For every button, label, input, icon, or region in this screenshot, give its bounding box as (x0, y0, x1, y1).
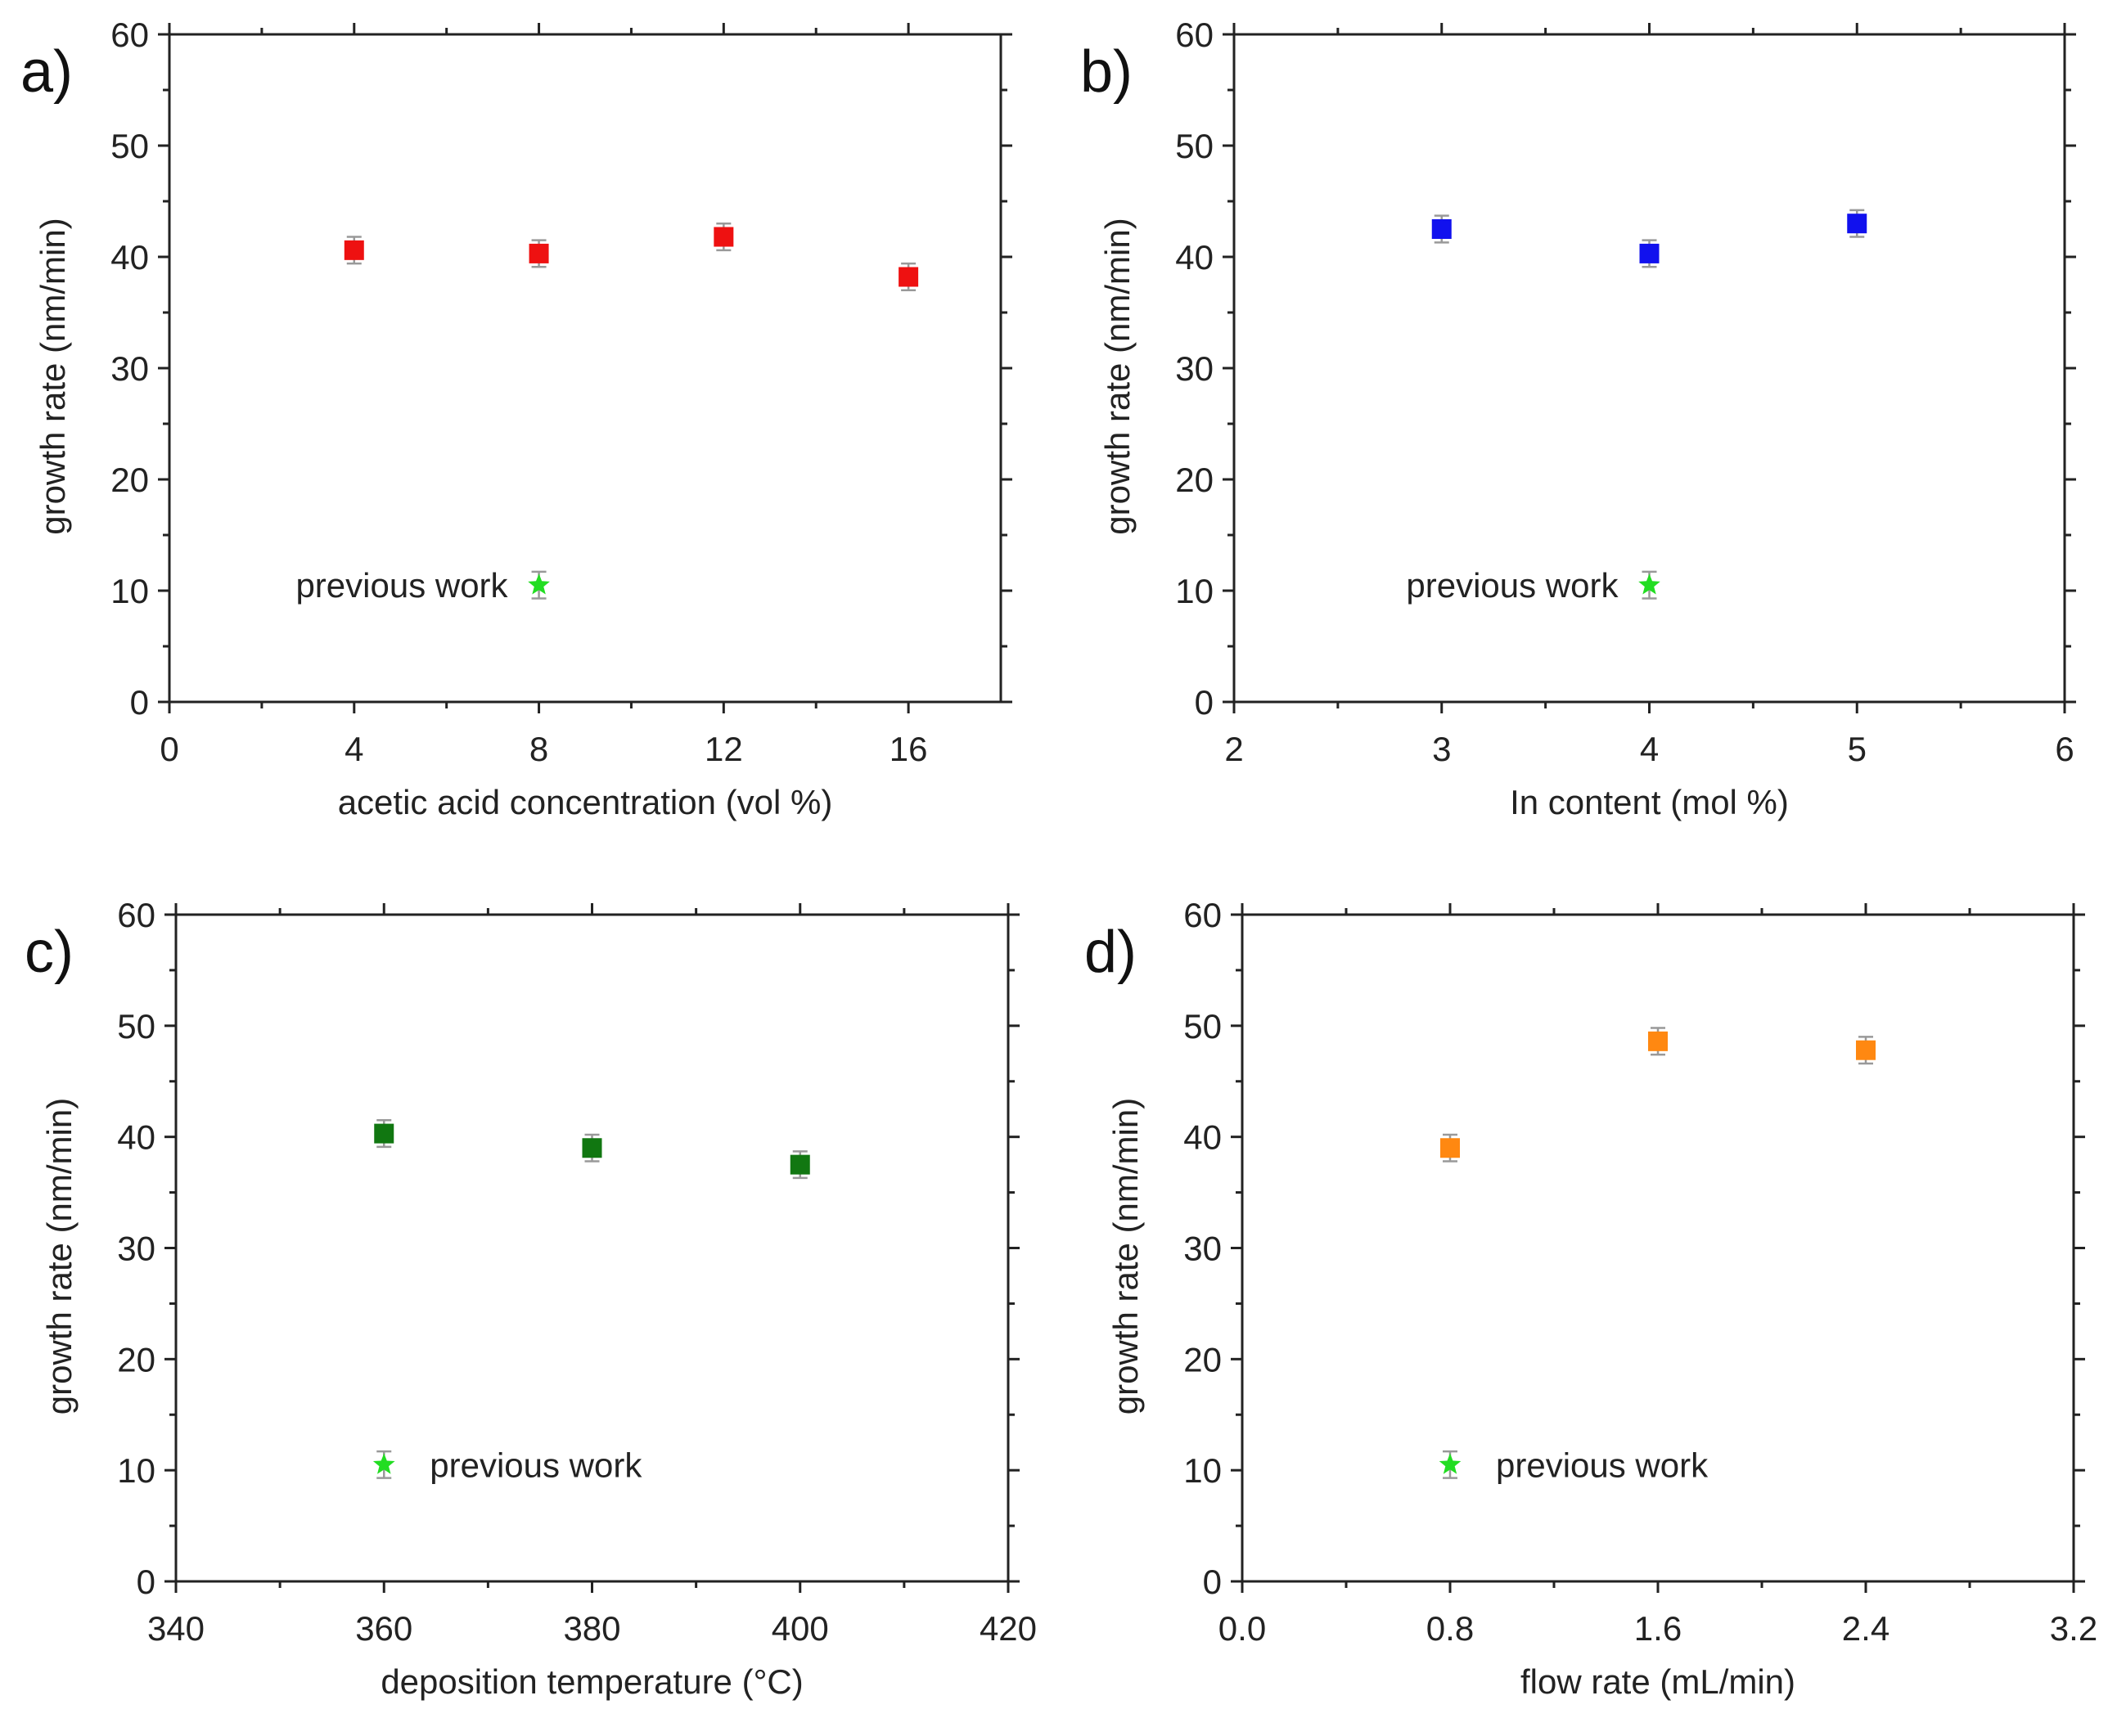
x-tick-label: 3.2 (2050, 1609, 2097, 1648)
y-tick-label: 30 (117, 1230, 155, 1268)
chart-panel-a: a) 0 4 8 12 16 0 10 20 30 40 50 60 acetic acid concen… (20, 16, 1012, 821)
y-tick-label: 20 (1175, 461, 1214, 499)
y-tick-label: 0 (137, 1563, 155, 1601)
x-axis-title: In content (mol %) (1510, 783, 1789, 821)
x-tick-label: 16 (890, 730, 928, 768)
x-axis-title: deposition temperature (°C) (381, 1662, 803, 1701)
data-point-square (1856, 1040, 1876, 1060)
data-point-square (529, 243, 549, 263)
x-tick-label: 2 (1224, 730, 1243, 768)
series-this-work (374, 1119, 810, 1180)
data-point-star (528, 573, 550, 595)
y-tick-label: 30 (1183, 1230, 1222, 1268)
data-point-square (344, 240, 364, 260)
data-point-star (1439, 1453, 1462, 1474)
data-point-square (899, 267, 919, 287)
y-tick-label: 0 (130, 683, 149, 722)
series-previous-work (528, 570, 550, 600)
y-tick-label: 60 (1175, 16, 1214, 54)
x-tick-label: 0 (160, 730, 178, 768)
panel-label: c) (25, 920, 74, 985)
x-tick-label: 360 (355, 1609, 412, 1648)
y-tick-label: 50 (110, 127, 149, 165)
x-tick-label: 0.8 (1426, 1609, 1474, 1648)
panel-label: b) (1080, 39, 1133, 105)
x-tick-label: 3 (1432, 730, 1451, 768)
y-tick-label: 0 (1195, 683, 1214, 722)
y-tick-label: 60 (110, 16, 149, 54)
y-tick-label: 20 (110, 461, 149, 499)
x-tick-label: 0.0 (1218, 1609, 1266, 1648)
previous-work-label: previous work (295, 566, 508, 605)
y-tick-label: 60 (1183, 896, 1222, 934)
panel-label: d) (1084, 920, 1137, 985)
x-tick-label: 340 (147, 1609, 205, 1648)
series-this-work (1431, 209, 1867, 268)
series-this-work (344, 222, 919, 292)
series-previous-work (1638, 570, 1660, 600)
y-axis-title: growth rate (nm/min) (34, 218, 72, 534)
x-axis-title: flow rate (mL/min) (1520, 1662, 1795, 1701)
y-axis-title: growth rate (nm/min) (40, 1098, 79, 1414)
previous-work-label: previous work (1406, 566, 1619, 605)
plot-frame (168, 33, 1002, 704)
previous-work-label: previous work (1496, 1446, 1709, 1484)
x-tick-label: 2.4 (1842, 1609, 1890, 1648)
chart-panel-d: d) 0.0 0.8 1.6 2.4 3.2 0 10 20 30 40 50 60 flow rate … (1084, 896, 2097, 1701)
y-tick-label: 30 (110, 349, 149, 388)
series-this-work (1440, 1027, 1876, 1163)
series-previous-work (372, 1450, 395, 1479)
y-tick-label: 10 (1183, 1451, 1222, 1490)
x-tick-label: 8 (529, 730, 548, 768)
panel-label: a) (20, 39, 73, 105)
data-point-square (1648, 1031, 1668, 1051)
y-tick-label: 40 (1175, 238, 1214, 277)
x-tick-label: 4 (345, 730, 363, 768)
y-tick-label: 40 (1183, 1118, 1222, 1157)
data-point-square (374, 1123, 394, 1144)
data-point-square (790, 1154, 810, 1175)
x-tick-label: 420 (980, 1609, 1037, 1648)
data-point-star (1638, 573, 1660, 595)
x-axis-title: acetic acid concentration (vol %) (338, 783, 833, 821)
data-point-square (1431, 219, 1452, 239)
data-point-square (1639, 243, 1660, 263)
y-tick-label: 30 (1175, 349, 1214, 388)
x-tick-label: 380 (563, 1609, 620, 1648)
data-point-star (372, 1453, 395, 1474)
plot-frame (1232, 33, 2066, 704)
y-tick-label: 10 (1175, 572, 1214, 610)
y-tick-label: 40 (110, 238, 149, 277)
y-axis-title: growth rate (nm/min) (1106, 1098, 1145, 1414)
x-tick-label: 12 (705, 730, 743, 768)
y-tick-label: 40 (117, 1118, 155, 1157)
x-tick-label: 6 (2055, 730, 2074, 768)
series-previous-work (1439, 1450, 1462, 1479)
y-tick-label: 50 (117, 1007, 155, 1046)
y-tick-label: 0 (1203, 1563, 1222, 1601)
data-point-square (1847, 214, 1867, 234)
y-tick-label: 50 (1183, 1007, 1222, 1046)
y-tick-label: 10 (110, 572, 149, 610)
y-tick-label: 20 (117, 1340, 155, 1378)
y-tick-label: 60 (117, 896, 155, 934)
y-tick-label: 20 (1183, 1340, 1222, 1378)
x-tick-label: 400 (772, 1609, 829, 1648)
x-tick-label: 4 (1640, 730, 1659, 768)
data-point-square (1440, 1138, 1460, 1158)
x-tick-label: 5 (1848, 730, 1867, 768)
data-point-square (714, 227, 734, 247)
y-tick-label: 10 (117, 1451, 155, 1490)
x-tick-label: 1.6 (1634, 1609, 1682, 1648)
chart-panel-c: c) 340 360 380 400 420 0 10 20 30 40 50 60 deposition… (25, 896, 1037, 1701)
y-tick-label: 50 (1175, 127, 1214, 165)
data-point-square (582, 1138, 602, 1158)
y-axis-title: growth rate (nm/min) (1098, 218, 1137, 534)
previous-work-label: previous work (430, 1446, 642, 1484)
